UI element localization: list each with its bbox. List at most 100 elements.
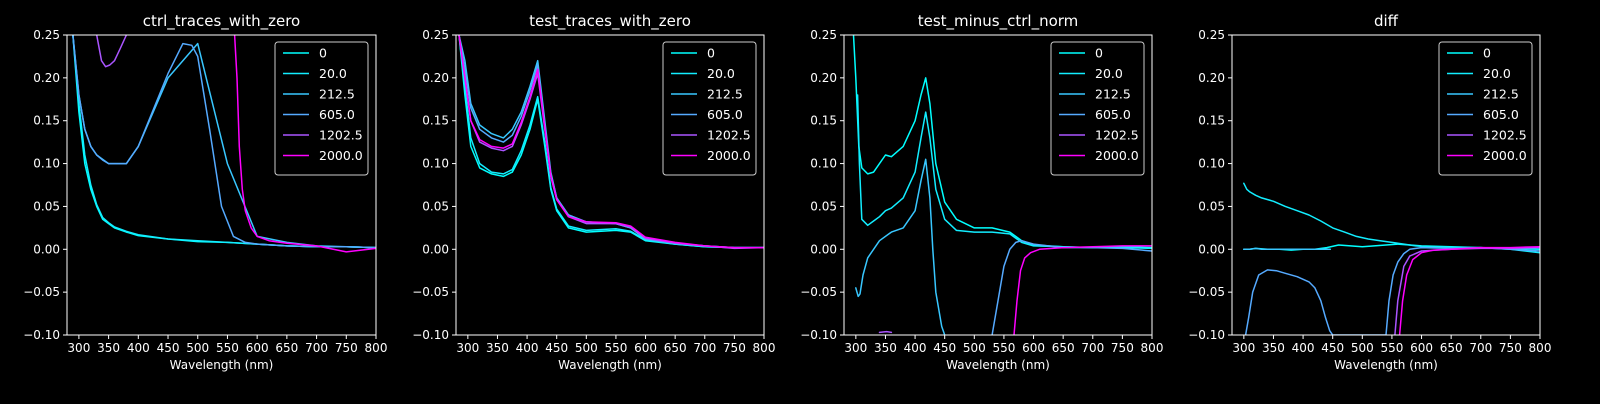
chart-title: ctrl_traces_with_zero (143, 12, 300, 31)
x-tick-label: 600 (1022, 341, 1045, 355)
x-tick-label: 700 (1081, 341, 1104, 355)
x-tick-label: 700 (305, 341, 328, 355)
series-line-1202.5 (878, 330, 893, 334)
legend-label: 605.0 (707, 107, 743, 122)
y-tick-label: 0.25 (422, 28, 449, 42)
series-line-605.0 (1244, 246, 1540, 335)
axes-frame (455, 34, 765, 336)
x-tick-label: 450 (1321, 341, 1344, 355)
series-line-1202.5 (95, 35, 128, 68)
x-tick-label: 450 (157, 341, 180, 355)
y-tick-label: −0.05 (800, 285, 837, 299)
legend-label: 0 (1483, 46, 1491, 61)
y-tick-label: 0.05 (422, 199, 449, 213)
legend-box (1050, 41, 1145, 176)
x-tick-label: 750 (335, 341, 358, 355)
y-tick-label: −0.05 (412, 285, 449, 299)
legend-label: 212.5 (1483, 87, 1519, 102)
x-tick-label: 400 (127, 341, 150, 355)
y-tick-label: 0.05 (1198, 199, 1225, 213)
y-tick-label: 0.25 (810, 28, 837, 42)
y-tick-label: 0.00 (1198, 242, 1225, 256)
x-tick-label: 750 (1499, 341, 1522, 355)
series-line-605.0 (991, 239, 1152, 335)
y-tick-label: 0.00 (422, 242, 449, 256)
y-tick-label: 0.25 (33, 28, 60, 42)
axes-frame (66, 34, 377, 336)
series-line-212.5 (1243, 247, 1332, 251)
legend-label: 605.0 (319, 107, 355, 122)
x-tick-label: 300 (1232, 341, 1255, 355)
x-tick-label: 350 (97, 341, 120, 355)
x-tick-label: 600 (246, 341, 269, 355)
x-tick-label: 800 (753, 341, 776, 355)
series-group (72, 35, 376, 253)
axes-frame (843, 34, 1153, 336)
x-axis-label: Wavelength (nm) (946, 358, 1050, 372)
y-tick-label: −0.10 (412, 328, 449, 342)
legend-label: 1202.5 (1483, 128, 1527, 143)
x-tick-label: 350 (486, 341, 509, 355)
legend: 0 20.0 212.5 605.0 1202.5 2000.0 (274, 41, 369, 176)
x-tick-label: 400 (516, 341, 539, 355)
chart-panel-1: test_traces_with_zero 300 350 400 450 500 550 6… (412, 12, 775, 372)
chart-title: diff (1374, 12, 1399, 30)
x-axis-label: Wavelength (nm) (170, 358, 274, 372)
series-line-2000.0 (1013, 245, 1152, 335)
y-tick-label: 0.15 (810, 114, 837, 128)
legend-label: 2000.0 (1095, 148, 1139, 163)
y-tick-label: 0.10 (33, 157, 60, 171)
legend-label: 212.5 (1095, 87, 1131, 102)
legend-label: 1202.5 (1095, 128, 1139, 143)
legend-label: 605.0 (1483, 107, 1519, 122)
x-tick-label: 650 (1440, 341, 1463, 355)
x-tick-label: 350 (874, 341, 897, 355)
y-tick-label: 0.20 (422, 71, 449, 85)
y-tick-label: 0.10 (1198, 157, 1225, 171)
chart-panel-0: ctrl_traces_with_zero 300 350 400 450 500 550 6… (23, 12, 387, 372)
legend-box (1438, 41, 1533, 176)
series-line-20.0 (856, 94, 1152, 250)
y-tick-label: 0.00 (810, 242, 837, 256)
x-axis-label: Wavelength (nm) (1334, 358, 1438, 372)
series-line-2000.0 (233, 35, 376, 253)
y-tick-label: −0.05 (1188, 285, 1225, 299)
x-tick-label: 650 (664, 341, 687, 355)
legend-label: 0 (1095, 46, 1103, 61)
chart-title: test_traces_with_zero (529, 12, 691, 31)
x-tick-label: 450 (545, 341, 568, 355)
series-group (1243, 182, 1540, 335)
x-tick-label: 600 (1410, 341, 1433, 355)
y-tick-label: 0.00 (33, 242, 60, 256)
y-tick-label: 0.15 (33, 114, 60, 128)
x-tick-label: 800 (1141, 341, 1164, 355)
x-tick-label: 550 (1380, 341, 1403, 355)
axes-frame (1231, 34, 1541, 336)
legend-label: 20.0 (1483, 66, 1511, 81)
legend: 0 20.0 212.5 605.0 1202.5 2000.0 (1438, 41, 1533, 176)
series-line-2000.0 (1398, 245, 1540, 335)
y-tick-label: 0.25 (1198, 28, 1225, 42)
y-tick-label: 0.15 (1198, 114, 1225, 128)
y-tick-label: 0.10 (810, 157, 837, 171)
series-line-605.0 (72, 35, 376, 249)
x-tick-label: 650 (1052, 341, 1075, 355)
x-tick-label: 650 (275, 341, 298, 355)
y-tick-label: 0.20 (1198, 71, 1225, 85)
y-tick-label: 0.10 (422, 157, 449, 171)
legend-label: 2000.0 (1483, 148, 1527, 163)
y-tick-label: −0.05 (23, 285, 60, 299)
x-tick-label: 600 (634, 341, 657, 355)
legend-label: 0 (319, 46, 327, 61)
x-tick-label: 400 (1292, 341, 1315, 355)
y-tick-label: 0.20 (33, 71, 60, 85)
y-tick-label: −0.10 (800, 328, 837, 342)
x-tick-label: 550 (216, 341, 239, 355)
x-tick-label: 800 (1529, 341, 1552, 355)
x-tick-label: 700 (1469, 341, 1492, 355)
x-axis-label: Wavelength (nm) (558, 358, 662, 372)
legend: 0 20.0 212.5 605.0 1202.5 2000.0 (1050, 41, 1145, 176)
chart-panel-2: test_minus_ctrl_norm 300 350 400 450 500 550 60… (800, 12, 1163, 372)
legend-label: 20.0 (1095, 66, 1123, 81)
